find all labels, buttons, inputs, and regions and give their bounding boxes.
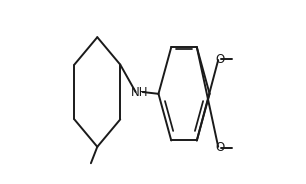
Text: O: O (215, 141, 224, 154)
Text: O: O (215, 53, 224, 66)
Text: NH: NH (131, 86, 148, 98)
